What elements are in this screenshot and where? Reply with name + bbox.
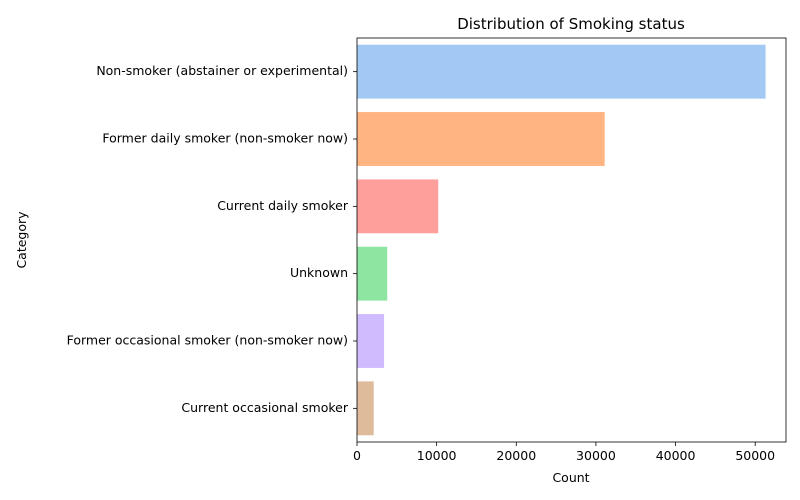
axes (356, 37, 787, 443)
bars-layer (357, 44, 766, 436)
x-axis-label: Count (552, 470, 589, 485)
bar-4 (357, 246, 388, 301)
x-tick-label: 10000 (417, 448, 457, 463)
bar-3 (357, 179, 439, 234)
chart-title: Distribution of Smoking status (457, 15, 685, 33)
bar-5 (357, 314, 385, 368)
y-axis-label: Category (14, 211, 29, 269)
y-tick-label: Former daily smoker (non-smoker now) (102, 131, 348, 146)
x-tick-label: 20000 (496, 448, 536, 463)
plot-frame (356, 37, 787, 443)
x-tick-label: 40000 (656, 448, 696, 463)
y-tick-label: Non-smoker (abstainer or experimental) (96, 63, 348, 78)
x-tick-label: 30000 (576, 448, 616, 463)
y-tick-label: Current occasional smoker (181, 400, 348, 415)
x-axis-ticks: 0 10000 20000 30000 40000 50000 (353, 442, 775, 463)
bar-1 (357, 44, 766, 99)
y-tick-label: Former occasional smoker (non-smoker now… (67, 333, 348, 348)
x-tick-label: 0 (353, 448, 361, 463)
y-axis-ticks: Non-smoker (abstainer or experimental) Fo… (67, 63, 357, 415)
y-tick-label: Unknown (290, 265, 348, 280)
bar-6 (357, 381, 374, 436)
x-tick-label: 50000 (735, 448, 775, 463)
y-tick-label: Current daily smoker (217, 198, 349, 213)
bar-2 (357, 112, 605, 166)
